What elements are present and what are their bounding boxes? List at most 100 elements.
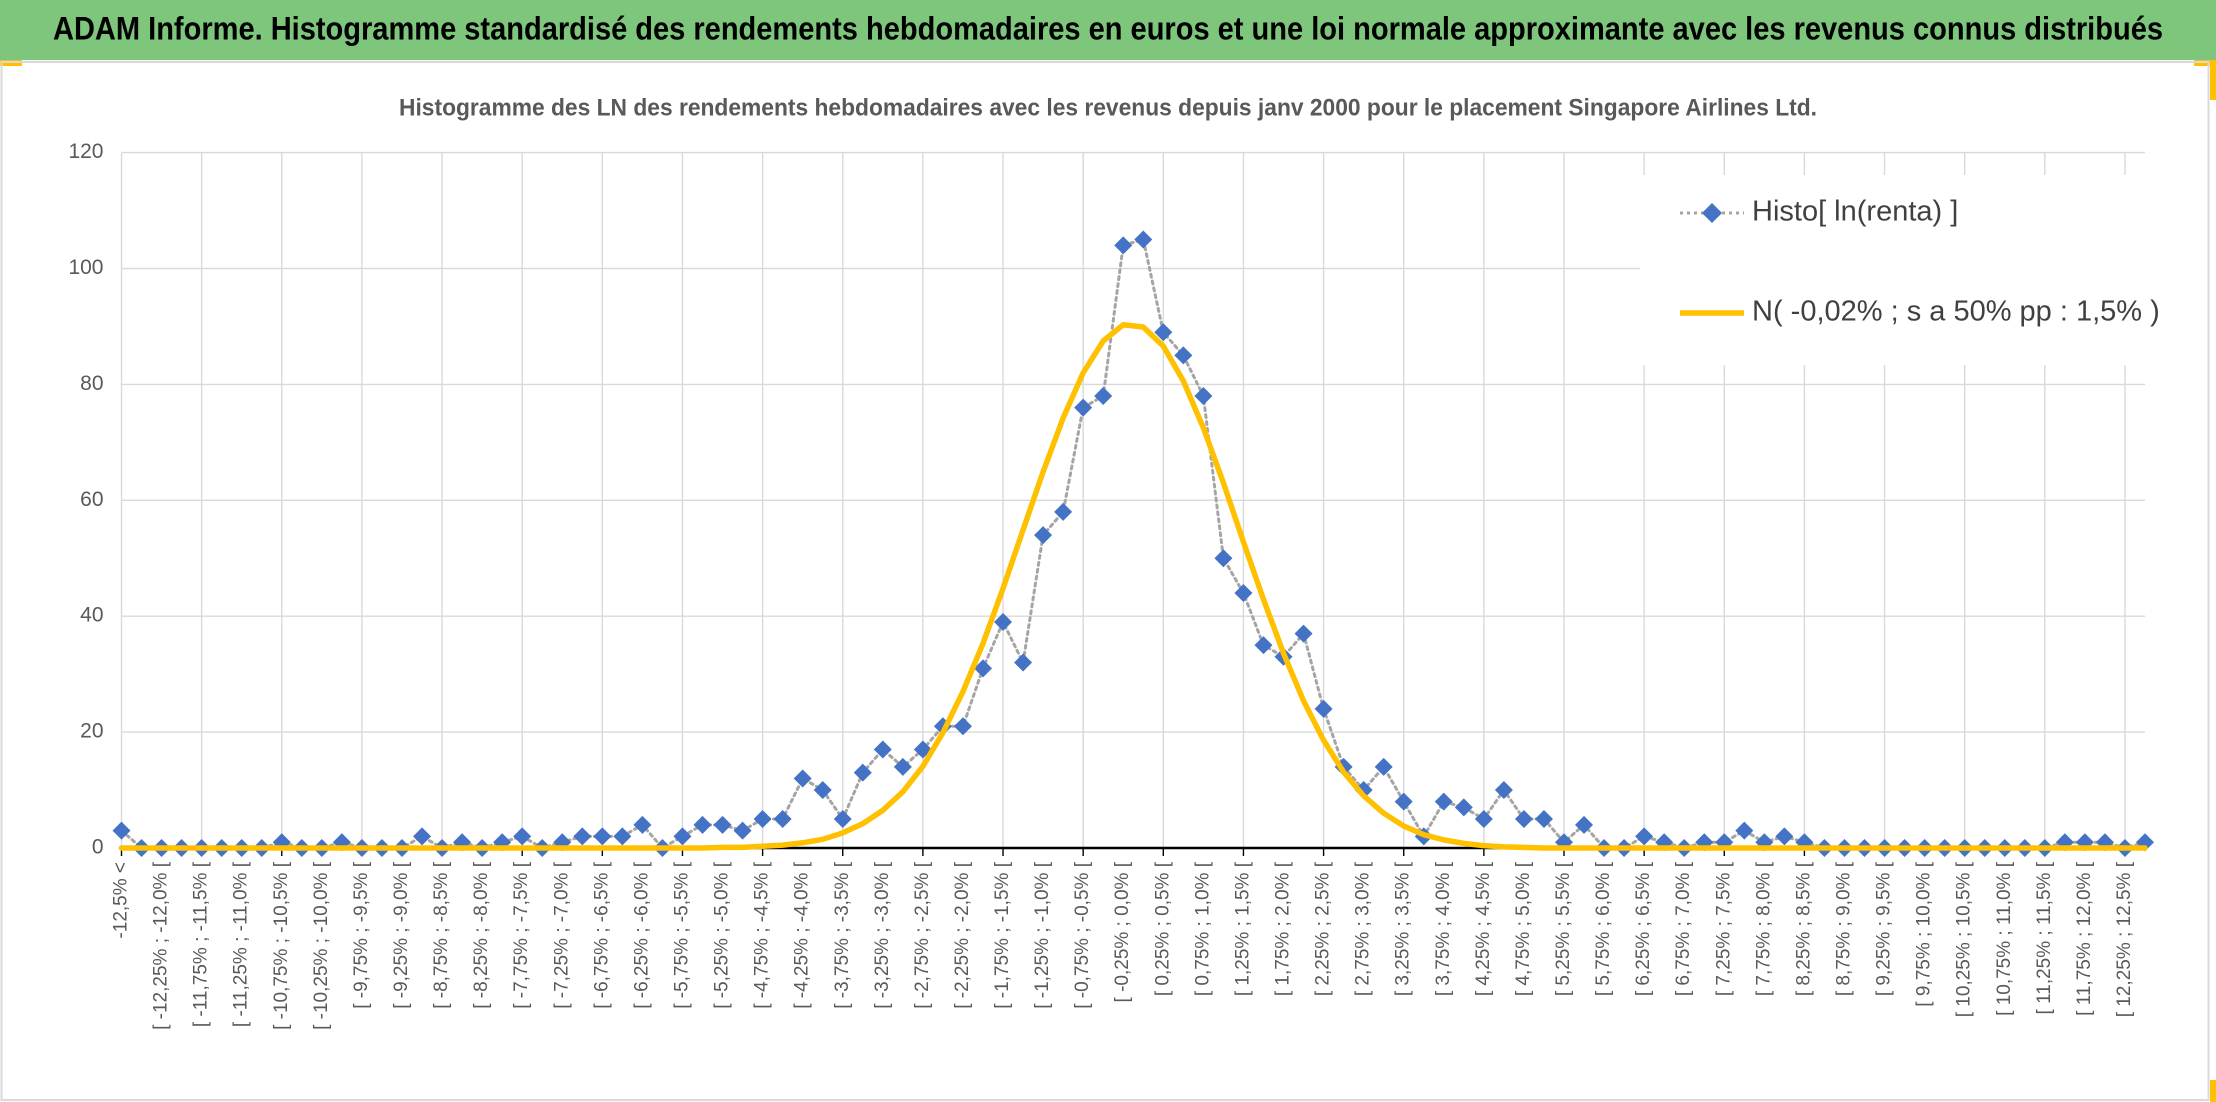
series-line (118, 321, 2148, 851)
data-point (853, 763, 872, 782)
x-tick-label: [ 4,75% ; 5,0% [ (1513, 861, 1534, 996)
data-point (1154, 323, 1173, 342)
data-point (953, 717, 972, 736)
y-tick-label: 120 (68, 140, 103, 163)
x-tick-label: [ 6,25% ; 6,5% [ (1633, 861, 1654, 996)
data-point (1214, 549, 1233, 568)
x-tick-label: [ -6,25% ; -6,0% [ (631, 861, 652, 1009)
x-tick-label: [ -2,75% ; -2,5% [ (912, 861, 933, 1009)
x-tick-label: [ 10,75% ; 11,0% [ (1994, 861, 2015, 1016)
data-point (813, 781, 832, 800)
data-point (1174, 346, 1193, 365)
x-tick-label: [ 11,75% ; 12,0% [ (2074, 861, 2095, 1016)
y-tick-label: 60 (80, 488, 103, 511)
x-tick-label: [ -7,25% ; -7,0% [ (551, 861, 572, 1009)
chart-subtitle: Histogramme des LN des rendements hebdom… (399, 94, 1817, 121)
x-tick-label: [ -11,75% ; -11,5% [ (191, 861, 212, 1027)
x-tick-label: [ 2,25% ; 2,5% [ (1313, 861, 1334, 996)
x-tick-label: [ -8,75% ; -8,5% [ (431, 861, 452, 1009)
x-tick-label: [ -1,75% ; -1,5% [ (992, 861, 1013, 1009)
data-point (1514, 810, 1533, 829)
x-tick-label: [ -7,75% ; -7,5% [ (511, 861, 532, 1009)
x-tick-label: [ -10,75% ; -10,5% [ (271, 861, 292, 1030)
data-point (1114, 236, 1133, 255)
data-point (1074, 398, 1093, 417)
x-tick-label: [ 5,75% ; 6,0% [ (1593, 861, 1614, 996)
x-tick-label: [ 10,25% ; 10,5% [ (1954, 861, 1975, 1017)
data-point (973, 659, 992, 678)
x-tick-label: [ -1,25% ; -1,0% [ (1032, 861, 1053, 1009)
x-tick-label: [ 7,75% ; 8,0% [ (1753, 861, 1774, 996)
data-point (1294, 624, 1313, 643)
x-tick-label: [ -4,25% ; -4,0% [ (792, 861, 813, 1009)
data-point (793, 769, 812, 788)
data-point (573, 827, 592, 846)
data-point (513, 827, 532, 846)
x-tick-label: [ -3,75% ; -3,5% [ (832, 861, 853, 1009)
x-tick-label: [ 4,25% ; 4,5% [ (1473, 861, 1494, 996)
data-point (613, 827, 632, 846)
data-point (1775, 827, 1794, 846)
x-tick-label: [ 11,25% ; 11,5% [ (2034, 861, 2055, 1014)
data-point (1735, 821, 1754, 840)
data-point (693, 815, 712, 834)
data-point (1374, 757, 1393, 776)
data-point (833, 810, 852, 829)
x-tick-label: [ -5,75% ; -5,5% [ (671, 861, 692, 1009)
y-tick-label: 100 (68, 256, 103, 279)
data-point (1454, 798, 1473, 817)
x-tick-label: [ 1,25% ; 1,5% [ (1232, 861, 1253, 996)
x-tick-label: -12,5% < (111, 862, 132, 939)
x-tick-label: [ 0,25% ; 0,5% [ (1152, 861, 1173, 996)
x-tick-label: [ -2,25% ; -2,0% [ (952, 861, 973, 1009)
x-tick-label: [ 2,75% ; 3,0% [ (1353, 861, 1374, 996)
x-tick-label: [ -9,75% ; -9,5% [ (351, 861, 372, 1009)
data-point (1474, 810, 1493, 829)
x-tick-label: [ -0,25% ; 0,0% [ (1112, 861, 1133, 1002)
legend-label: N( -0,02% ; s a 50% pp : 1,5% ) (1752, 296, 2160, 328)
legend-box (1640, 175, 2200, 365)
y-tick-label: 0 (92, 836, 104, 859)
x-tick-label: [ -12,25% ; -12,0% [ (151, 861, 172, 1030)
x-tick-label: [ -9,25% ; -9,0% [ (391, 861, 412, 1009)
data-point (1234, 584, 1253, 603)
x-tick-label: [ -10,25% ; -10,0% [ (311, 861, 332, 1030)
data-point (733, 821, 752, 840)
data-point (673, 827, 692, 846)
x-tick-label: [ -0,75% ; -0,5% [ (1072, 861, 1093, 1009)
data-point (893, 757, 912, 776)
y-tick-label: 40 (80, 604, 103, 627)
corner-accent (2210, 60, 2216, 100)
header-bar (0, 0, 2216, 60)
data-point (1134, 230, 1153, 249)
x-tick-label: [ 8,75% ; 9,0% [ (1833, 861, 1854, 996)
x-tick-label: [ -5,25% ; -5,0% [ (712, 861, 733, 1009)
chart-frame (0, 61, 2210, 1101)
data-point (994, 612, 1013, 631)
y-tick-label: 20 (80, 720, 103, 743)
data-point (1494, 781, 1513, 800)
data-point (773, 810, 792, 829)
x-tick-label: [ -3,25% ; -3,0% [ (872, 861, 893, 1009)
data-point (413, 827, 432, 846)
data-point (873, 740, 892, 759)
x-tick-label: [ -4,75% ; -4,5% [ (752, 861, 773, 1009)
data-point (1014, 653, 1033, 672)
x-tick-label: [ 5,25% ; 5,5% [ (1553, 861, 1574, 996)
data-point (633, 815, 652, 834)
data-point (1635, 827, 1654, 846)
y-tick-label: 80 (80, 372, 103, 395)
x-tick-label: [ 3,75% ; 4,0% [ (1433, 861, 1454, 996)
data-point (1034, 526, 1053, 545)
chart-title: ADAM Informe. Histogramme standardisé de… (53, 10, 2163, 46)
data-point (1254, 636, 1273, 655)
data-point (1054, 502, 1073, 521)
data-point (1434, 792, 1453, 811)
data-point (112, 821, 131, 840)
data-point (593, 827, 612, 846)
data-point (1314, 699, 1333, 718)
x-tick-label: [ 0,75% ; 1,0% [ (1192, 861, 1213, 996)
x-tick-label: [ 6,75% ; 7,0% [ (1673, 861, 1694, 996)
legend-marker (1702, 203, 1722, 223)
